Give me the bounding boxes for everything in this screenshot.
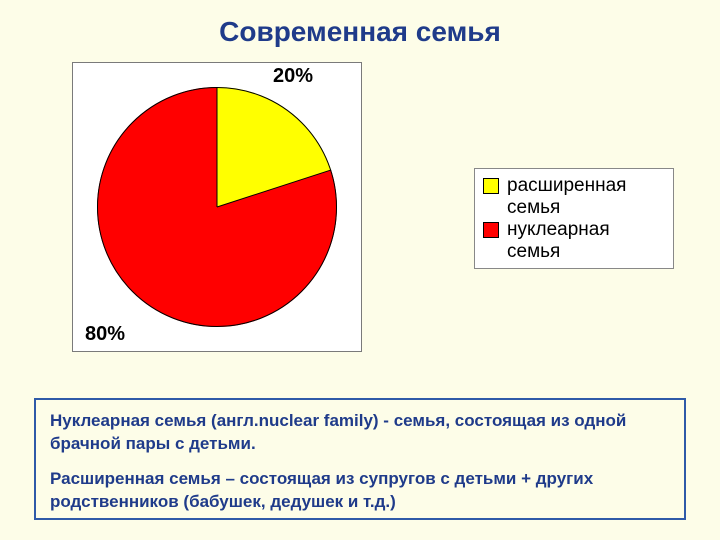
legend-label: расширенная семья xyxy=(507,175,663,219)
pie-data-label: 20% xyxy=(273,65,313,88)
legend-item: нуклеарная семья xyxy=(483,219,663,263)
description-box: Нуклеарная семья (англ.nuclear family) -… xyxy=(34,398,686,520)
page-title: Современная семья xyxy=(0,16,720,48)
legend-item: расширенная семья xyxy=(483,175,663,219)
legend-swatch xyxy=(483,222,499,238)
pie-chart-container: 20% 80% xyxy=(72,62,362,352)
chart-legend: расширенная семьянуклеарная семья xyxy=(474,168,674,269)
legend-label: нуклеарная семья xyxy=(507,219,663,263)
legend-swatch xyxy=(483,178,499,194)
description-paragraph: Расширенная семья – состоящая из супруго… xyxy=(50,468,670,514)
pie-data-label: 80% xyxy=(85,323,125,346)
description-paragraph: Нуклеарная семья (англ.nuclear family) -… xyxy=(50,410,670,456)
pie-slice-separators xyxy=(73,63,361,351)
